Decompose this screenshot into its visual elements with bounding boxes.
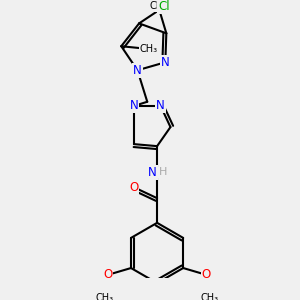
Text: N: N (133, 64, 142, 77)
Text: CH₃: CH₃ (200, 293, 218, 300)
Text: N: N (130, 100, 138, 112)
Text: CH₃: CH₃ (149, 1, 167, 11)
Text: O: O (129, 181, 138, 194)
Text: Cl: Cl (158, 1, 170, 13)
Text: O: O (103, 268, 112, 281)
Text: N: N (148, 166, 157, 179)
Text: N: N (161, 56, 170, 69)
Text: CH₃: CH₃ (140, 44, 158, 54)
Text: N: N (156, 100, 165, 112)
Text: H: H (159, 167, 167, 177)
Text: O: O (202, 268, 211, 281)
Text: CH₃: CH₃ (96, 293, 114, 300)
